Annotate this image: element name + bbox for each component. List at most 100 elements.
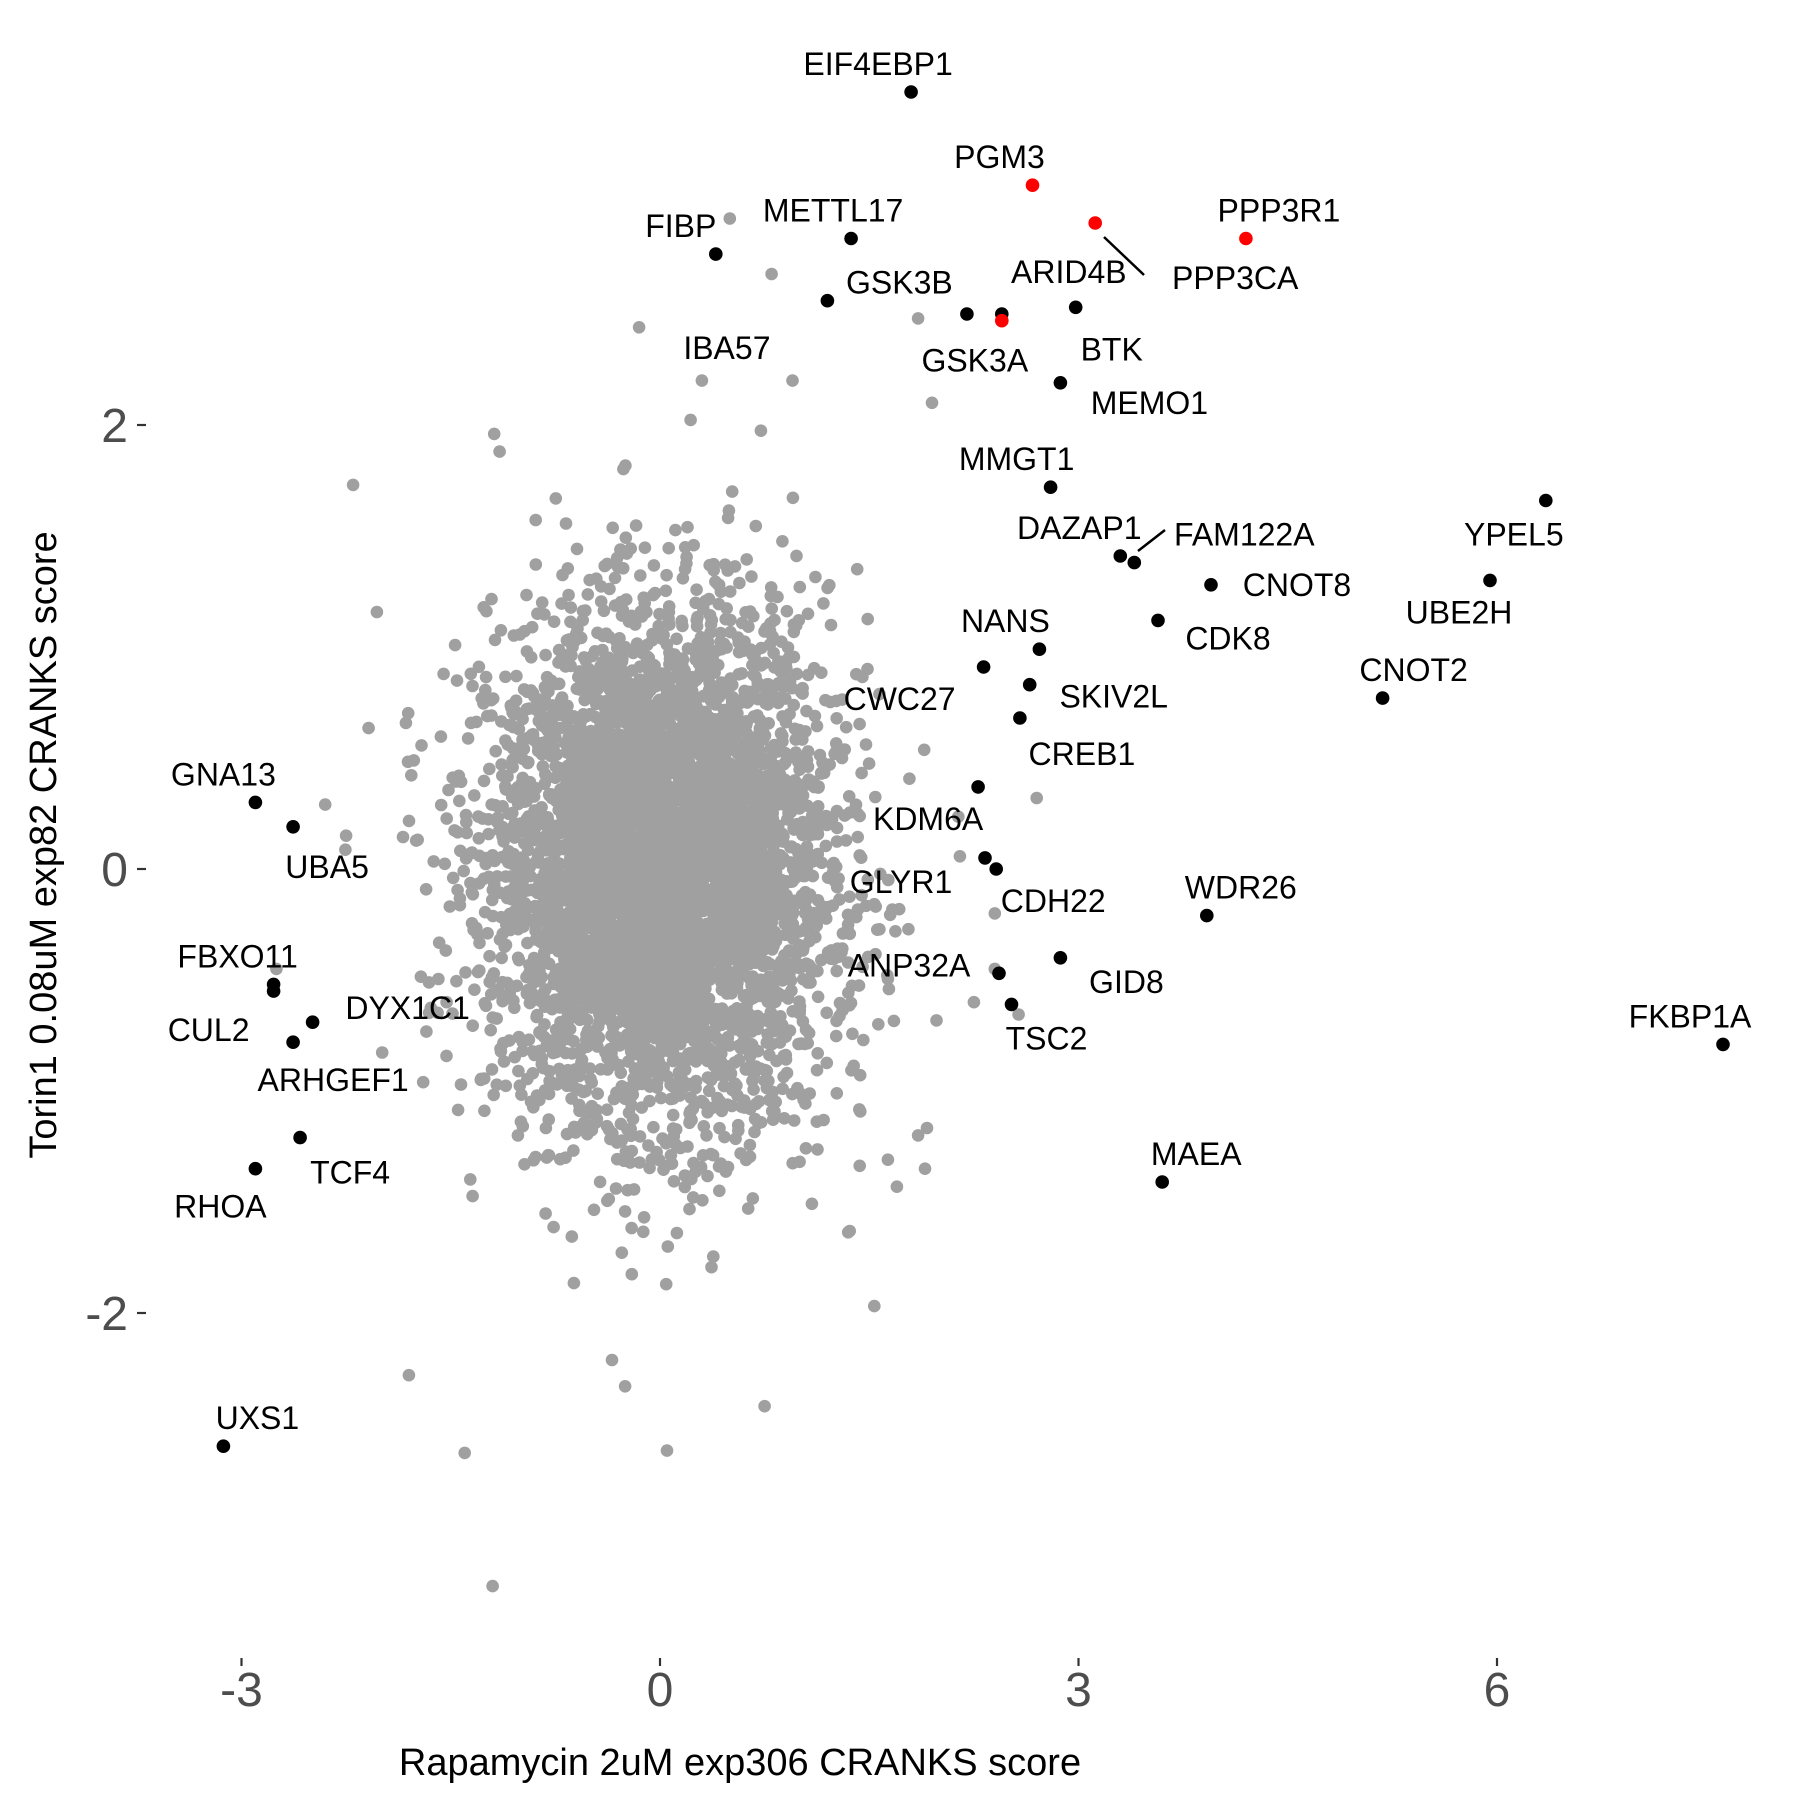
background-point bbox=[727, 716, 740, 729]
background-point bbox=[523, 860, 536, 874]
background-point bbox=[763, 970, 776, 983]
background-point bbox=[521, 843, 535, 857]
background-point bbox=[723, 585, 737, 598]
background-point bbox=[479, 670, 493, 684]
background-point bbox=[725, 968, 739, 981]
background-point bbox=[732, 827, 746, 840]
background-point bbox=[525, 830, 538, 843]
background-point bbox=[491, 811, 505, 825]
background-point bbox=[639, 691, 652, 704]
background-point bbox=[633, 1130, 647, 1143]
background-point bbox=[587, 1203, 601, 1217]
background-point bbox=[450, 974, 463, 988]
background-point bbox=[690, 583, 703, 596]
background-point bbox=[713, 1184, 726, 1198]
background-point bbox=[528, 807, 542, 820]
background-points-layer bbox=[270, 212, 1043, 1593]
background-point bbox=[859, 738, 873, 751]
background-point bbox=[811, 1143, 824, 1156]
background-point bbox=[781, 783, 795, 797]
background-point bbox=[438, 857, 452, 871]
background-point bbox=[543, 789, 556, 802]
background-point bbox=[881, 972, 895, 986]
background-point bbox=[739, 606, 752, 619]
background-point bbox=[689, 714, 702, 728]
background-point bbox=[830, 835, 844, 848]
background-point bbox=[706, 1148, 720, 1162]
background-point bbox=[861, 612, 874, 626]
background-point bbox=[645, 842, 659, 856]
background-point bbox=[685, 1113, 698, 1127]
background-point bbox=[783, 707, 796, 721]
background-point bbox=[752, 1095, 766, 1108]
background-point bbox=[720, 602, 733, 615]
background-point bbox=[569, 1126, 582, 1139]
background-point bbox=[830, 1014, 843, 1028]
background-point bbox=[792, 1037, 805, 1051]
background-point bbox=[633, 1072, 646, 1086]
background-point bbox=[416, 1075, 430, 1089]
background-point bbox=[472, 877, 486, 890]
background-point bbox=[538, 1018, 551, 1031]
background-point bbox=[845, 1064, 858, 1077]
background-point bbox=[605, 1016, 619, 1030]
background-point bbox=[515, 1088, 528, 1101]
background-point bbox=[624, 1043, 638, 1056]
background-point bbox=[440, 812, 454, 825]
background-point bbox=[754, 659, 768, 672]
background-point bbox=[675, 614, 688, 628]
background-point bbox=[830, 712, 843, 725]
background-point bbox=[507, 629, 521, 642]
background-point bbox=[370, 605, 384, 619]
background-point bbox=[477, 774, 491, 788]
background-point bbox=[855, 888, 868, 902]
background-point bbox=[454, 844, 467, 858]
background-point bbox=[565, 1230, 579, 1243]
background-point bbox=[594, 718, 607, 731]
background-point bbox=[701, 1169, 714, 1183]
background-point bbox=[740, 696, 754, 709]
background-point bbox=[512, 1064, 525, 1078]
background-point bbox=[732, 645, 746, 659]
background-point bbox=[920, 1121, 934, 1135]
background-point bbox=[690, 613, 704, 627]
background-point bbox=[663, 853, 677, 866]
background-point bbox=[801, 1036, 814, 1050]
background-point bbox=[625, 1030, 638, 1044]
background-point bbox=[589, 834, 603, 847]
background-point bbox=[681, 642, 695, 655]
background-point bbox=[839, 720, 853, 734]
background-point bbox=[740, 726, 753, 740]
background-point bbox=[778, 1112, 791, 1125]
background-point bbox=[843, 1224, 856, 1238]
background-point bbox=[530, 1089, 544, 1102]
background-point bbox=[676, 675, 689, 689]
background-point bbox=[419, 883, 433, 896]
background-point bbox=[666, 900, 680, 914]
background-point bbox=[869, 947, 882, 961]
background-point bbox=[679, 731, 692, 745]
background-point bbox=[569, 883, 583, 897]
background-point bbox=[801, 668, 815, 682]
background-point bbox=[776, 1082, 789, 1096]
background-point bbox=[761, 984, 774, 997]
background-point bbox=[718, 558, 732, 571]
background-point bbox=[609, 1182, 623, 1195]
background-point bbox=[562, 1032, 575, 1046]
background-point bbox=[771, 745, 785, 758]
background-point bbox=[764, 589, 778, 603]
background-point bbox=[448, 638, 462, 652]
background-point bbox=[639, 809, 653, 823]
background-point bbox=[605, 1353, 619, 1367]
background-point bbox=[871, 923, 884, 936]
background-point bbox=[516, 879, 529, 893]
background-point bbox=[516, 1119, 530, 1133]
background-point bbox=[675, 1052, 688, 1066]
background-point bbox=[559, 517, 573, 530]
background-point bbox=[861, 873, 875, 886]
background-point bbox=[890, 1180, 904, 1193]
background-point bbox=[719, 612, 732, 626]
background-point bbox=[442, 783, 455, 797]
background-point bbox=[539, 983, 552, 996]
background-point bbox=[504, 699, 518, 712]
